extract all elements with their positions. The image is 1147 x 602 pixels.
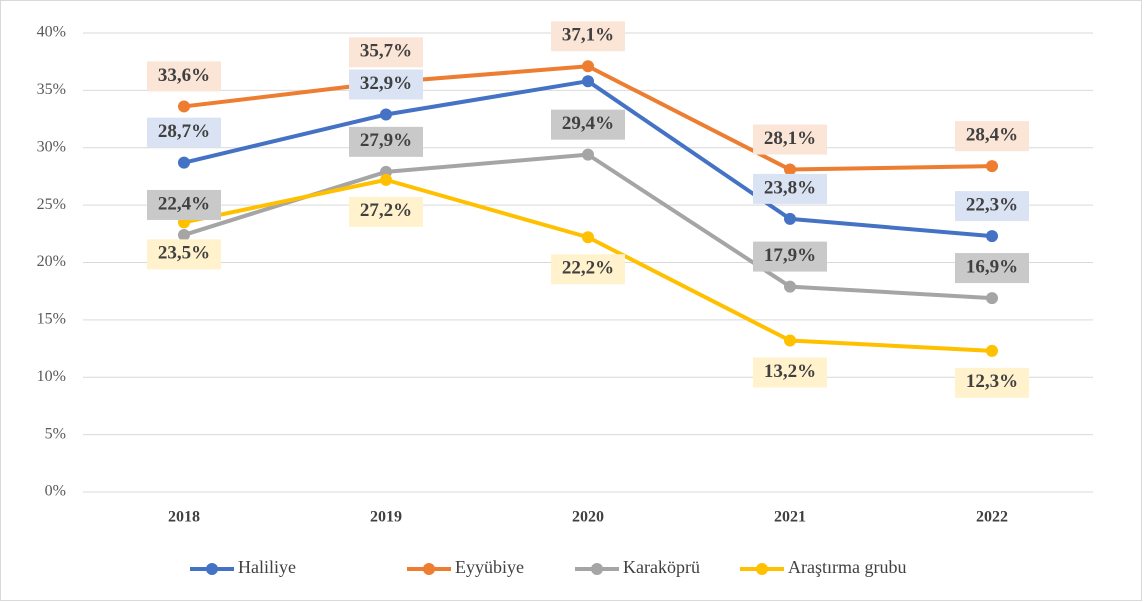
data-label-bg <box>147 61 221 92</box>
data-label-bg <box>349 69 423 100</box>
data-label: 16,9% <box>966 256 1018 277</box>
point <box>986 292 998 305</box>
legend-label: Karaköprü <box>623 557 700 577</box>
legend-label: Haliliye <box>238 557 296 577</box>
legend-marker <box>423 563 435 575</box>
data-label-bg <box>551 109 625 140</box>
point <box>784 280 796 293</box>
data-label: 33,6% <box>158 65 210 86</box>
data-label-bg <box>955 253 1029 284</box>
data-label: 28,7% <box>158 121 210 142</box>
data-label-bg <box>147 189 221 220</box>
data-label: 37,1% <box>562 25 614 46</box>
data-label: 23,8% <box>764 177 816 198</box>
data-label-bg <box>955 191 1029 222</box>
data-label-bg <box>551 21 625 52</box>
data-label-bg <box>753 173 827 204</box>
point <box>582 75 594 88</box>
point <box>784 212 796 225</box>
data-label-bg <box>349 196 423 227</box>
legend-marker <box>206 563 218 575</box>
data-label: 28,4% <box>966 124 1018 145</box>
legend-label: Eyyübiye <box>455 557 524 577</box>
x-tick-label: 2019 <box>370 509 402 526</box>
point <box>986 344 998 357</box>
point <box>178 228 190 241</box>
point <box>986 230 998 243</box>
x-tick-label: 2021 <box>774 509 806 526</box>
data-label-bg <box>753 124 827 155</box>
y-tick-label: 25% <box>37 196 66 213</box>
x-tick-label: 2022 <box>976 509 1008 526</box>
data-label: 27,9% <box>360 130 412 151</box>
data-label-bg <box>753 241 827 272</box>
data-label: 35,7% <box>360 41 412 62</box>
data-label: 32,9% <box>360 73 412 94</box>
point <box>582 231 594 244</box>
data-label-bg <box>753 357 827 388</box>
data-label: 22,3% <box>966 194 1018 215</box>
data-label: 27,2% <box>360 200 412 221</box>
y-tick-label: 10% <box>37 368 66 385</box>
point <box>178 100 190 113</box>
data-label: 13,2% <box>764 361 816 382</box>
data-label: 23,5% <box>158 243 210 264</box>
legend-label: Araştırma grubu <box>788 557 906 577</box>
point <box>784 163 796 176</box>
point <box>178 156 190 169</box>
data-label: 17,9% <box>764 245 816 266</box>
data-label: 12,3% <box>966 371 1018 392</box>
y-tick-label: 5% <box>45 425 66 442</box>
data-label: 28,1% <box>764 128 816 149</box>
point <box>582 60 594 73</box>
data-label-bg <box>955 367 1029 398</box>
point <box>986 160 998 173</box>
data-label-bg <box>147 117 221 148</box>
point <box>582 148 594 161</box>
legend-marker <box>756 563 768 575</box>
point <box>380 173 392 186</box>
data-label: 29,4% <box>562 113 614 134</box>
x-tick-label: 2020 <box>572 509 604 526</box>
data-label-bg <box>147 239 221 270</box>
data-label-bg <box>349 126 423 157</box>
y-tick-label: 20% <box>37 253 66 270</box>
data-label-bg <box>551 254 625 285</box>
point <box>380 108 392 121</box>
legend-marker <box>591 563 603 575</box>
point <box>784 334 796 347</box>
y-tick-label: 35% <box>37 81 66 98</box>
data-label-bg <box>955 121 1029 152</box>
data-label-bg <box>349 37 423 68</box>
y-tick-label: 0% <box>45 483 66 500</box>
data-label: 22,2% <box>562 258 614 279</box>
data-label: 22,4% <box>158 193 210 214</box>
x-tick-label: 2018 <box>168 509 200 526</box>
y-tick-label: 40% <box>37 24 66 41</box>
y-tick-label: 30% <box>37 138 66 155</box>
y-tick-label: 15% <box>37 311 66 328</box>
